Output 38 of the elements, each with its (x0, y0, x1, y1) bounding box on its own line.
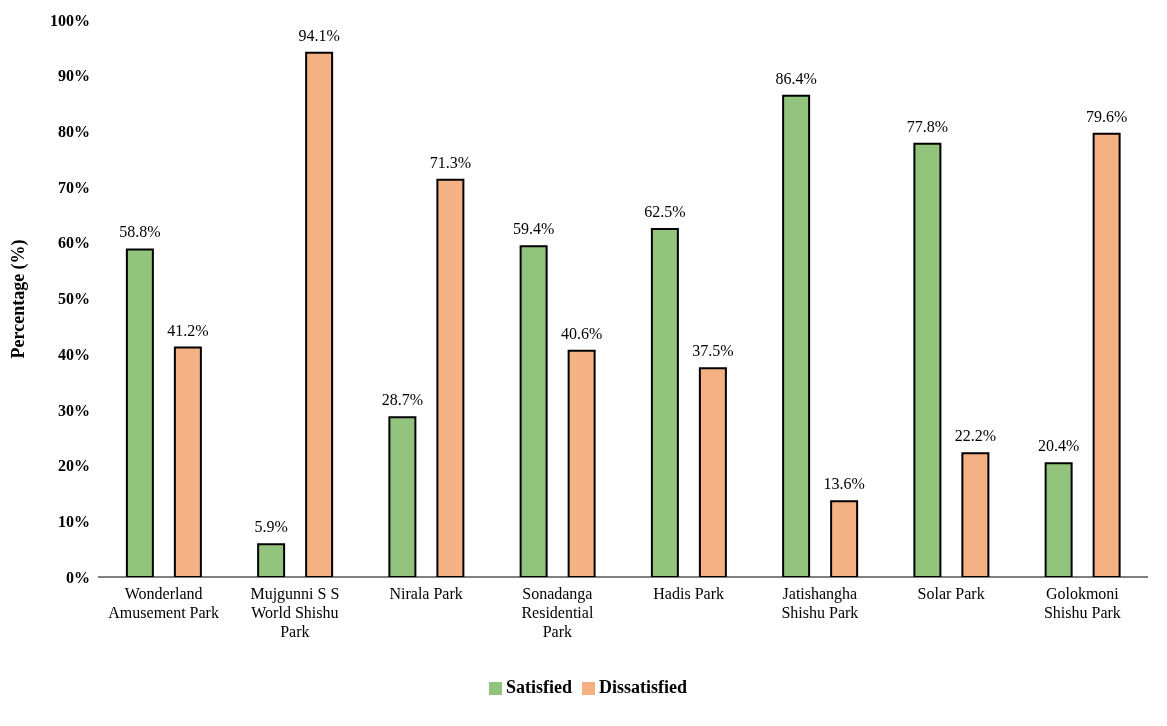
legend-label: Satisfied (505, 677, 572, 697)
data-label: 22.2% (954, 427, 997, 445)
data-label: 20.4% (1037, 437, 1080, 455)
data-label: 62.5% (644, 202, 686, 220)
data-label: 5.9% (254, 518, 288, 536)
data-label: 86.4% (775, 69, 817, 87)
data-label: 41.2% (167, 321, 209, 339)
y-axis-title: Percentage (%) (8, 239, 30, 359)
x-tick-label: Jatishangha Shishu Park (781, 585, 859, 621)
y-tick-label: 70% (58, 178, 90, 196)
y-tick-label: 30% (58, 401, 90, 419)
y-tick-label: 80% (58, 123, 90, 141)
x-tick-label: Mujgunni S S World Shishu Park (250, 585, 340, 640)
data-label: 28.7% (381, 391, 424, 409)
y-tick-label: 50% (58, 290, 90, 308)
data-label: 13.6% (823, 475, 865, 493)
data-label: 94.1% (298, 26, 340, 44)
y-tick-label: 90% (58, 67, 90, 85)
x-tick-label: Hadis Park (653, 585, 724, 602)
data-label: 58.8% (119, 223, 161, 241)
data-label: 59.4% (512, 220, 555, 238)
y-tick-label: 40% (58, 345, 90, 363)
y-tick-label: 0% (66, 568, 90, 586)
x-tick-label: Nirala Park (389, 585, 463, 602)
data-label: 37.5% (692, 342, 734, 360)
legend-label: Dissatisfied (599, 677, 688, 697)
x-tick-label: Solar Park (917, 585, 985, 602)
data-label: 40.6% (560, 324, 603, 342)
y-tick-label: 10% (58, 512, 90, 530)
y-tick-label: 60% (58, 234, 90, 252)
x-tick-label: Sonadanga Residential Park (521, 585, 594, 640)
y-tick-label: 100% (50, 11, 90, 29)
data-label: 79.6% (1085, 107, 1128, 125)
data-label: 71.3% (429, 153, 472, 171)
x-tick-label: Wonderland Amusement Park (108, 585, 219, 621)
x-tick-label: Golokmoni Shishu Park (1043, 585, 1121, 621)
data-label: 77.8% (906, 117, 949, 135)
y-tick-label: 20% (58, 457, 90, 475)
